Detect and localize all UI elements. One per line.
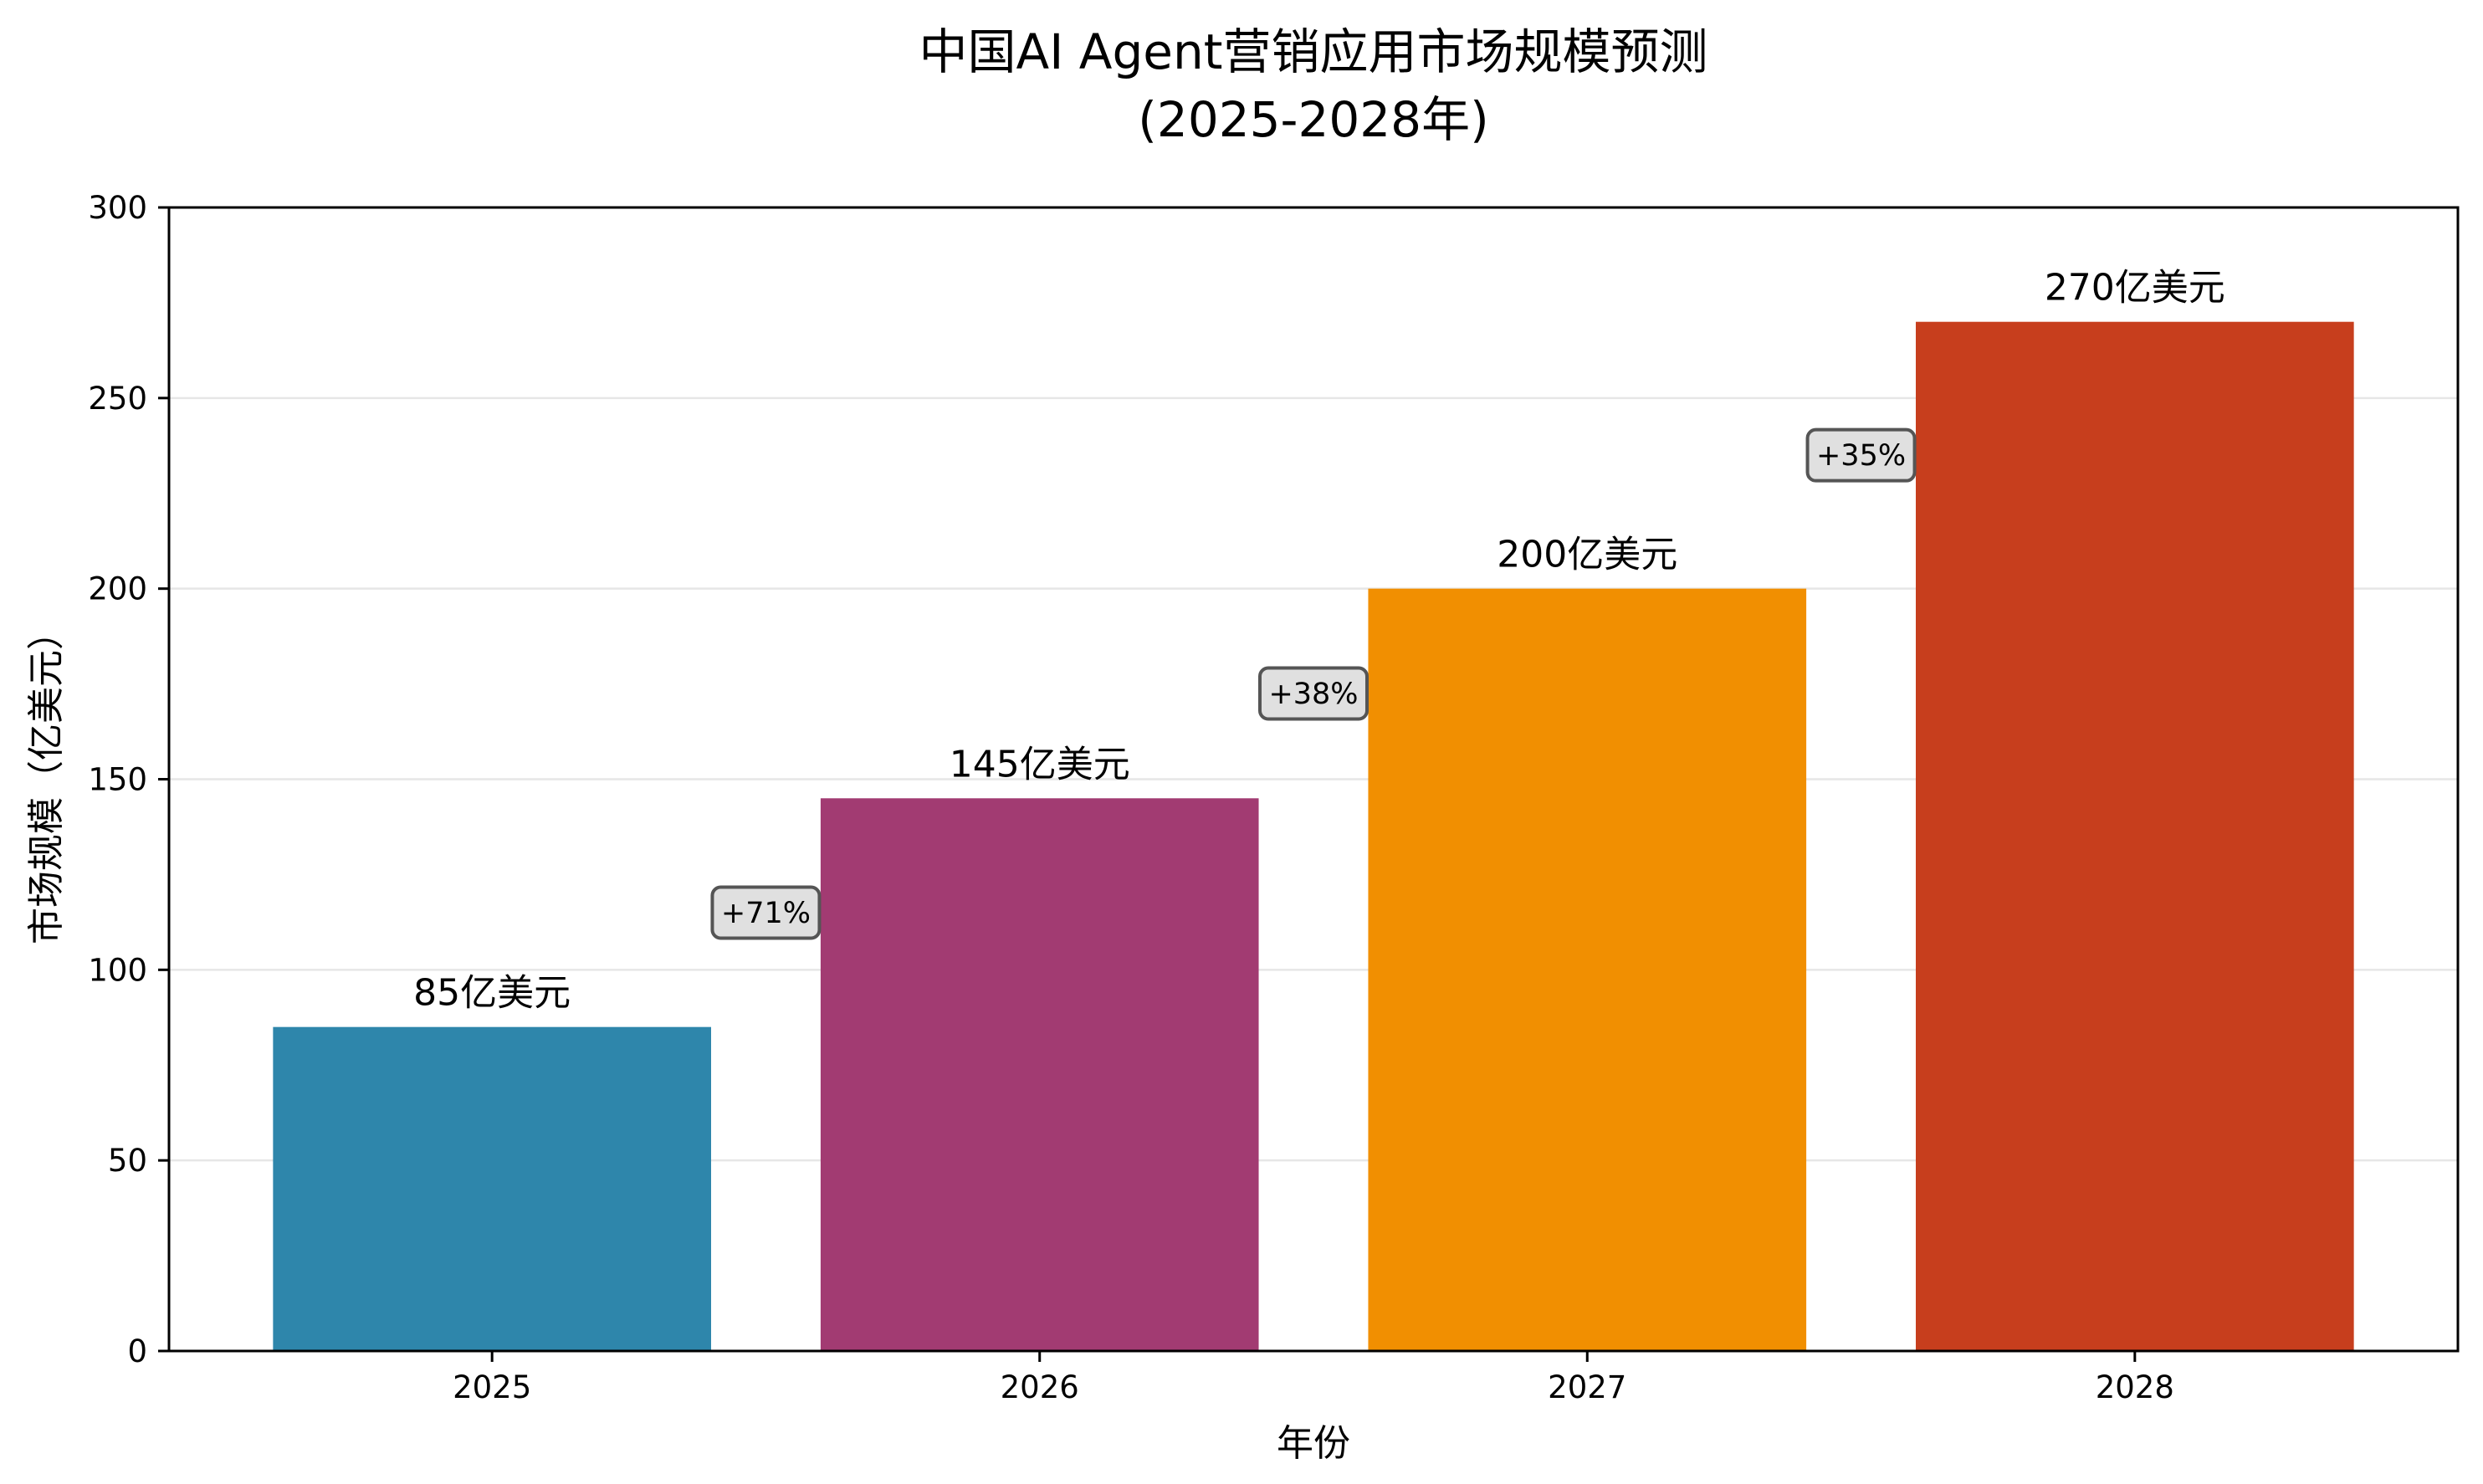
y-tick-label: 50 <box>108 1143 147 1179</box>
growth-badge-text: +35% <box>1816 439 1906 473</box>
growth-badge: +71% <box>710 885 822 940</box>
value-label: 85亿美元 <box>413 972 571 1015</box>
value-label: 145亿美元 <box>950 743 1130 785</box>
x-axis-label: 年份 <box>1277 1422 1350 1465</box>
bar-2025 <box>273 1026 711 1351</box>
growth-badge-text: +38% <box>1268 678 1358 711</box>
value-label: 200亿美元 <box>1497 534 1677 576</box>
value-labels: 85亿美元 145亿美元 200亿美元 270亿美元 <box>413 267 2225 1015</box>
bar-2027 <box>1368 588 1807 1351</box>
value-label: 270亿美元 <box>2045 267 2225 310</box>
growth-badge-text: +71% <box>721 897 811 930</box>
growth-badge-box <box>1805 427 1917 483</box>
growth-badge: +38% <box>1258 666 1369 721</box>
y-tick-label: 300 <box>88 190 147 226</box>
y-axis-label: 市场规模（亿美元） <box>25 613 68 944</box>
y-tick-label: 250 <box>88 381 147 417</box>
x-axis-ticks: 2025 2026 2027 2028 <box>453 1351 2174 1405</box>
bar-2028 <box>1916 321 2354 1352</box>
growth-badge-box <box>710 885 822 940</box>
x-tick-label: 2025 <box>453 1369 531 1405</box>
chart-subtitle: (2025-2028年) <box>1138 91 1488 148</box>
y-tick-label: 0 <box>127 1333 147 1369</box>
y-tick-label: 200 <box>88 571 147 607</box>
growth-badge-box <box>1258 666 1369 721</box>
x-tick-label: 2026 <box>1001 1369 1079 1405</box>
y-tick-label: 100 <box>88 952 147 988</box>
chart-title: 中国AI Agent营销应用市场规模预测 <box>919 23 1708 80</box>
y-axis-ticks: 0 50 100 150 200 250 300 <box>88 190 169 1369</box>
growth-annotations: +71% +38% +35% <box>710 427 1917 940</box>
bars <box>273 321 2354 1352</box>
bar-2026 <box>820 798 1259 1351</box>
x-tick-label: 2027 <box>1548 1369 1626 1405</box>
growth-badge: +35% <box>1805 427 1917 483</box>
x-tick-label: 2028 <box>2096 1369 2174 1405</box>
y-tick-label: 150 <box>88 762 147 798</box>
